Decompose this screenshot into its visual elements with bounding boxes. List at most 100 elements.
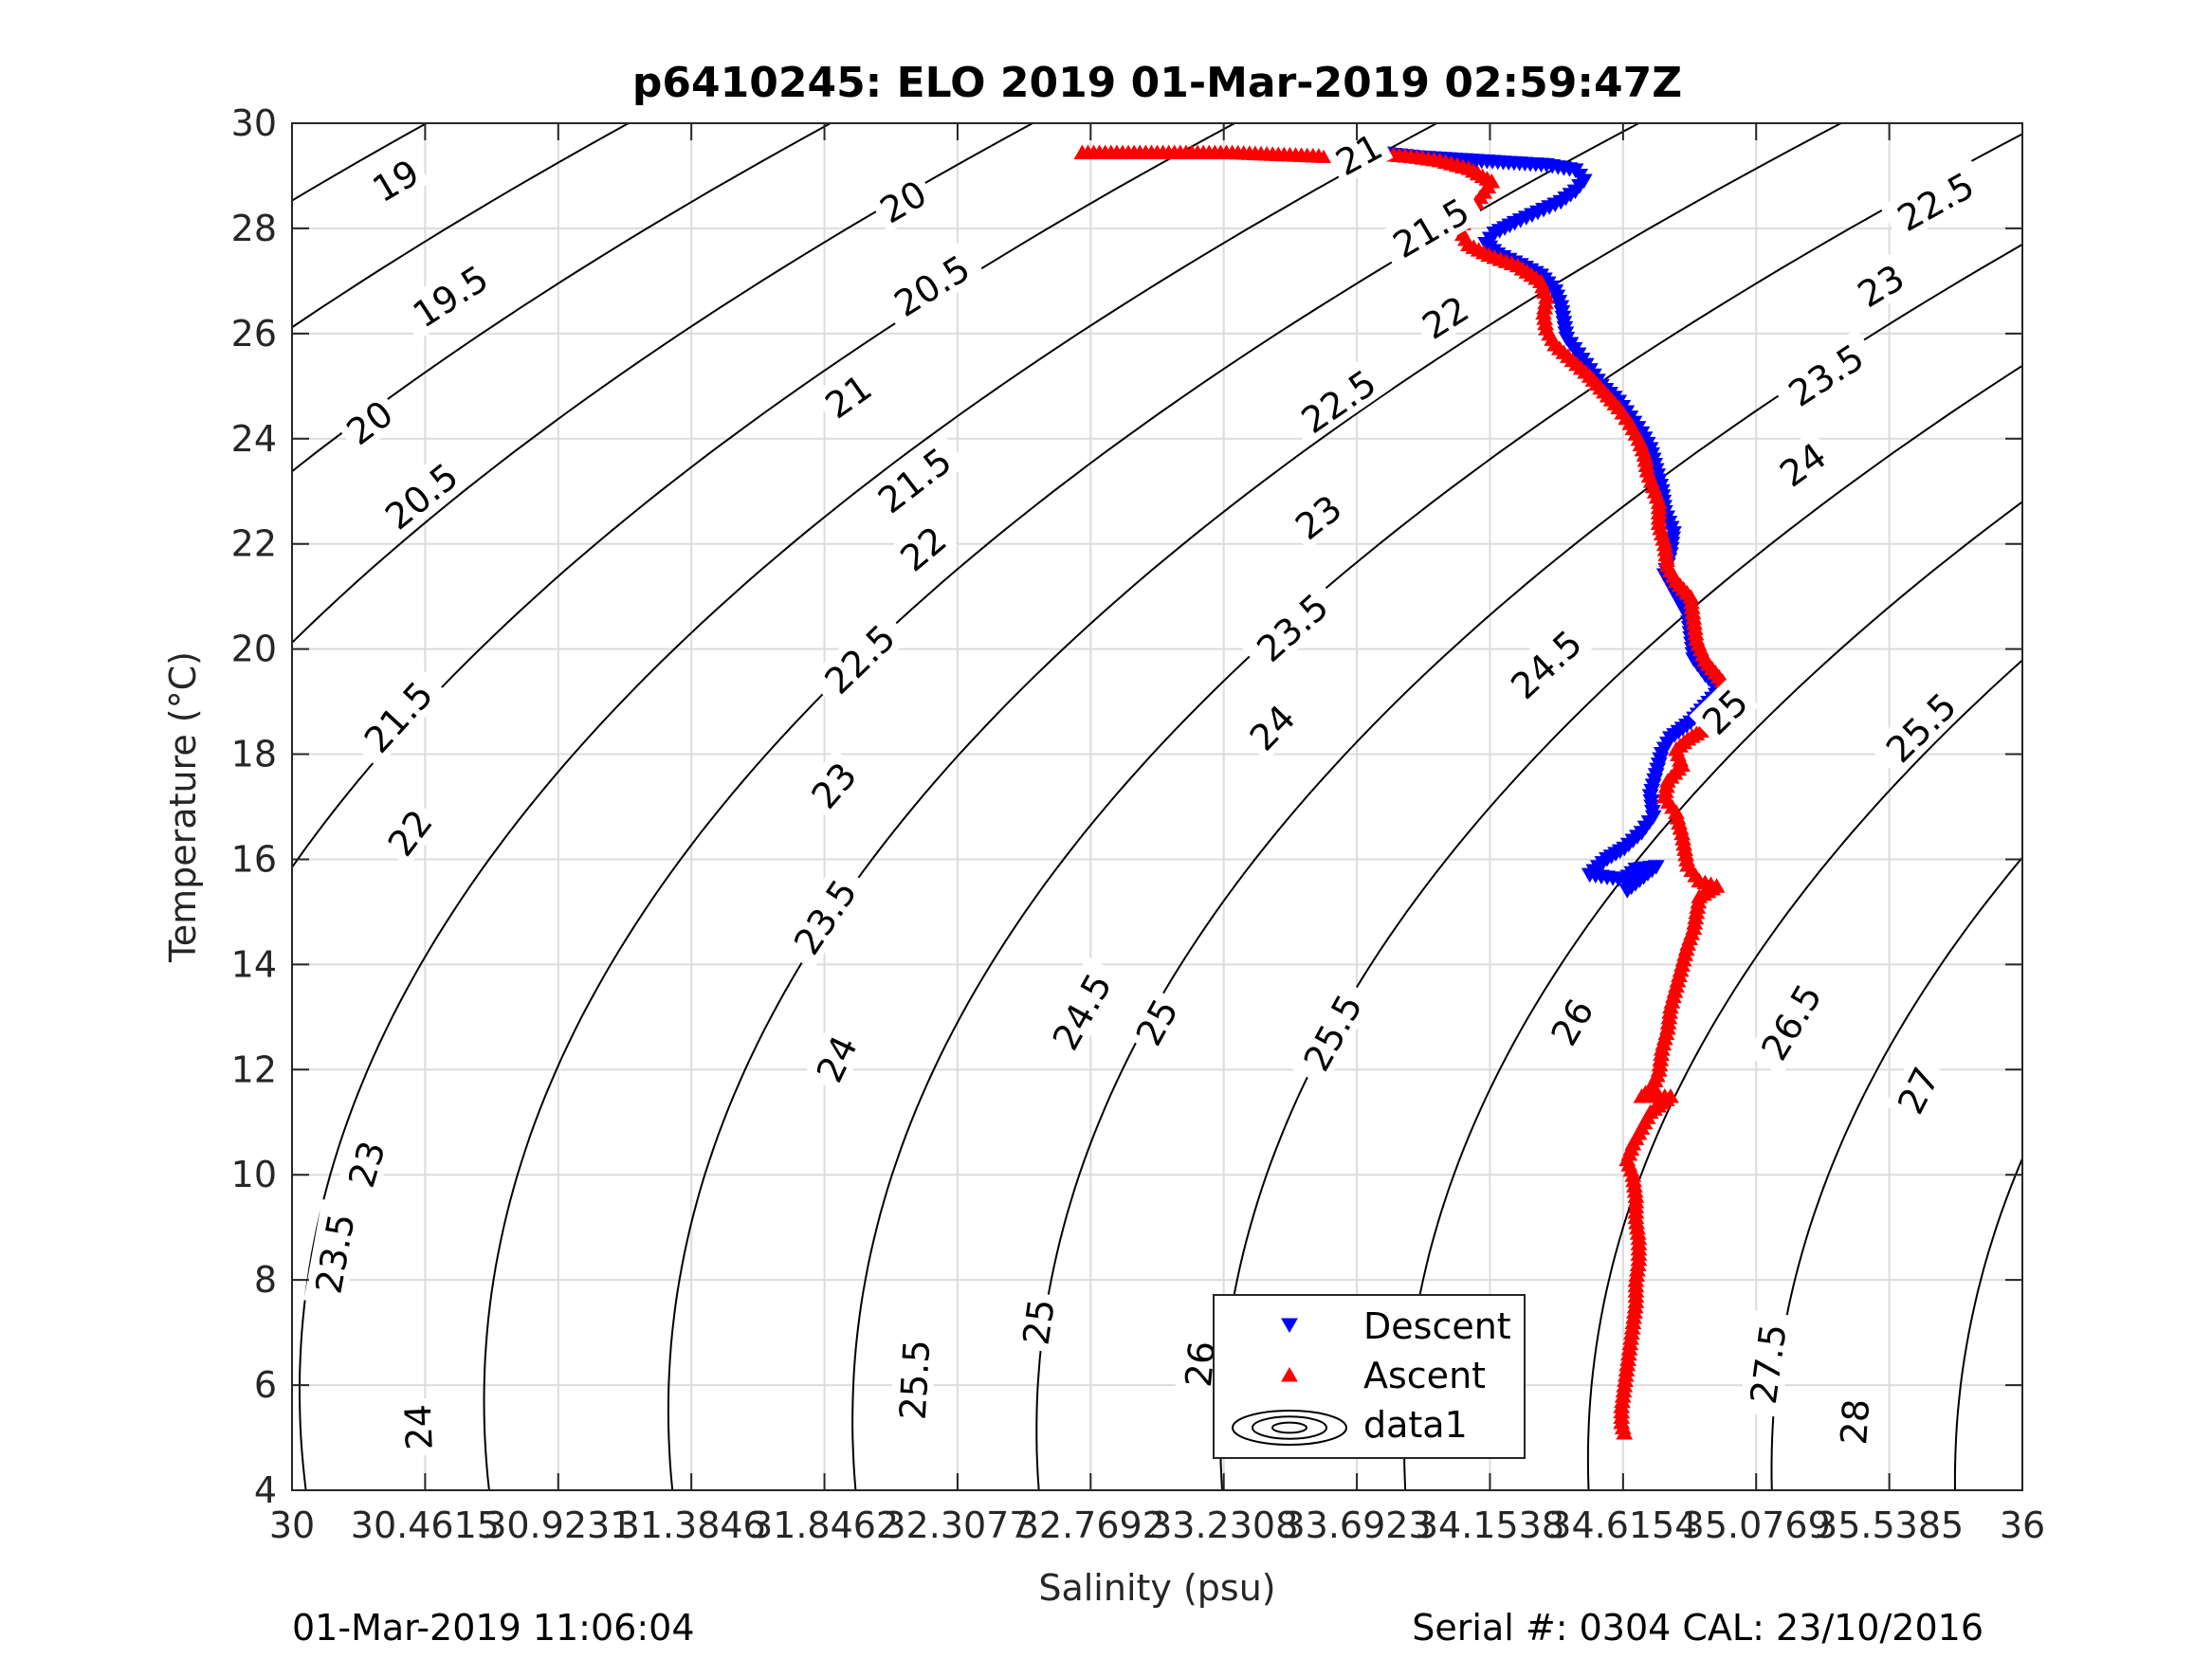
- contour-line-24: [667, 123, 1843, 1490]
- contour-line-25: [1035, 243, 2022, 1490]
- contour-label: 21.5: [1375, 182, 1486, 271]
- axes-box: [291, 122, 2023, 1491]
- contour-label-bg: [1746, 966, 1835, 1077]
- contour-label-bg: [876, 239, 986, 330]
- contour-label-text: 24: [397, 1403, 441, 1450]
- contour-label: 23: [1282, 482, 1353, 551]
- contour-label-text: 22: [892, 519, 954, 580]
- contour-label: 26: [1538, 986, 1603, 1057]
- contour-label-bg: [889, 1327, 937, 1432]
- contour-label: 24: [804, 1023, 867, 1093]
- contour-label-text: 23: [1851, 257, 1911, 317]
- contour-label-bg: [1879, 156, 1990, 244]
- contour-label: 22.5: [1284, 354, 1392, 447]
- y-tick-label: 14: [231, 943, 277, 985]
- contour-label-bg: [1012, 1290, 1062, 1353]
- contour-label: 21.5: [860, 431, 967, 527]
- contour-label: 22: [375, 796, 443, 867]
- contour-label: 20.5: [876, 239, 986, 330]
- legend-contour-icon: [1252, 1415, 1327, 1440]
- legend-entry-ascent: Ascent: [1281, 1355, 1486, 1396]
- y-tick-label: 22: [231, 523, 277, 565]
- contour-label-bg: [798, 749, 868, 820]
- x-axis-label: Salinity (psu): [1038, 1567, 1275, 1609]
- contour-label-bg: [860, 431, 967, 527]
- legend-marker: [1281, 1318, 1298, 1334]
- contour-label: 24.5: [1493, 612, 1598, 714]
- contour-label-bg: [1689, 676, 1760, 746]
- contour-label-bg: [1409, 283, 1480, 350]
- contour-label-text: 23.5: [307, 1211, 362, 1297]
- x-tick-label: 34.1538: [1416, 1504, 1564, 1546]
- contour-label: 23.5: [1239, 576, 1344, 677]
- x-tick-label: 34.6154: [1548, 1504, 1697, 1546]
- contour-label: 24: [1236, 691, 1307, 762]
- contour-label-bg: [1175, 1333, 1222, 1395]
- contour-label-bg: [807, 607, 910, 709]
- contour-label-bg: [777, 862, 870, 971]
- contour-label: 25.5: [1869, 675, 1971, 777]
- contour-label-bg: [1830, 1392, 1876, 1452]
- contour-line-25.5: [1219, 364, 2022, 1490]
- contour-label-text: 22: [380, 802, 441, 864]
- contour-label-text: 25: [1015, 1296, 1063, 1347]
- legend-contour-icon: [1271, 1421, 1307, 1434]
- contour-label: 22: [1409, 283, 1480, 350]
- contour-label: 21: [1323, 120, 1394, 186]
- descent-point: [1618, 884, 1636, 899]
- contour-label-bg: [804, 1023, 867, 1093]
- contour-line-23.5: [483, 123, 1641, 1490]
- contour-label-bg: [1538, 986, 1603, 1057]
- legend-label: data1: [1363, 1404, 1468, 1446]
- contour-label: 23: [1844, 251, 1916, 318]
- legend-box: [1213, 1294, 1526, 1459]
- contour-label-bg: [394, 249, 504, 341]
- contour-label: 23.5: [303, 1198, 363, 1308]
- y-tick-label: 16: [231, 838, 277, 880]
- contour-label-bg: [333, 387, 405, 456]
- contour-label: 25.5: [889, 1327, 938, 1432]
- x-tick-label: 33.6923: [1283, 1504, 1432, 1546]
- contour-label-text: 21: [818, 366, 880, 427]
- y-tick-label: 4: [254, 1469, 277, 1511]
- legend-entry-data1: data1: [1232, 1404, 1468, 1446]
- contour-line-28: [2138, 97, 2212, 1516]
- contour-label: 25.5: [1289, 976, 1375, 1087]
- contour-label-text: 24: [1242, 697, 1304, 758]
- x-tick-label: 30: [269, 1504, 315, 1546]
- contour-label: 22.5: [807, 607, 910, 709]
- x-tick-label: 35.5385: [1815, 1504, 1964, 1546]
- y-tick-label: 28: [231, 208, 277, 249]
- contour-label: 20: [333, 387, 405, 456]
- contour-label-bg: [1885, 1054, 1948, 1125]
- contour-label: 27.5: [1739, 1310, 1795, 1418]
- contour-label: 23.5: [777, 862, 870, 971]
- contour-label-text: 28: [1833, 1397, 1877, 1446]
- contour-label-bg: [1766, 429, 1837, 498]
- contour-label-bg: [887, 513, 958, 582]
- contour-line-22: [292, 123, 1035, 645]
- contour-label: 22.5: [1879, 156, 1990, 244]
- contour-line-26: [1403, 501, 2022, 1490]
- x-tick-label: 32.7692: [1016, 1504, 1165, 1546]
- ascent-point: [1616, 1424, 1634, 1440]
- contour-label-bg: [1284, 354, 1392, 447]
- contour-label-text: 20: [339, 392, 401, 453]
- contour-label-bg: [394, 1397, 439, 1457]
- contour-label-bg: [1739, 1310, 1795, 1418]
- contour-label-bg: [303, 1198, 363, 1308]
- contour-label-bg: [1323, 120, 1394, 186]
- contour-label-bg: [1282, 482, 1353, 551]
- y-tick-label: 24: [231, 418, 277, 460]
- contour-label: 19: [359, 147, 430, 212]
- contour-label-bg: [1375, 182, 1486, 271]
- x-tick-label: 33.2308: [1149, 1504, 1298, 1546]
- contour-label-bg: [1236, 691, 1307, 762]
- contour-line-26.5: [1586, 659, 2022, 1490]
- contour-label: 24: [394, 1397, 441, 1457]
- chart-title: p6410245: ELO 2019 01-Mar-2019 02:59:47Z: [632, 59, 1682, 107]
- legend-entry-descent: Descent: [1281, 1305, 1511, 1347]
- legend-marker: [1281, 1366, 1298, 1382]
- contour-label: 25: [1012, 1290, 1063, 1353]
- legend-contour-icon: [1232, 1410, 1347, 1446]
